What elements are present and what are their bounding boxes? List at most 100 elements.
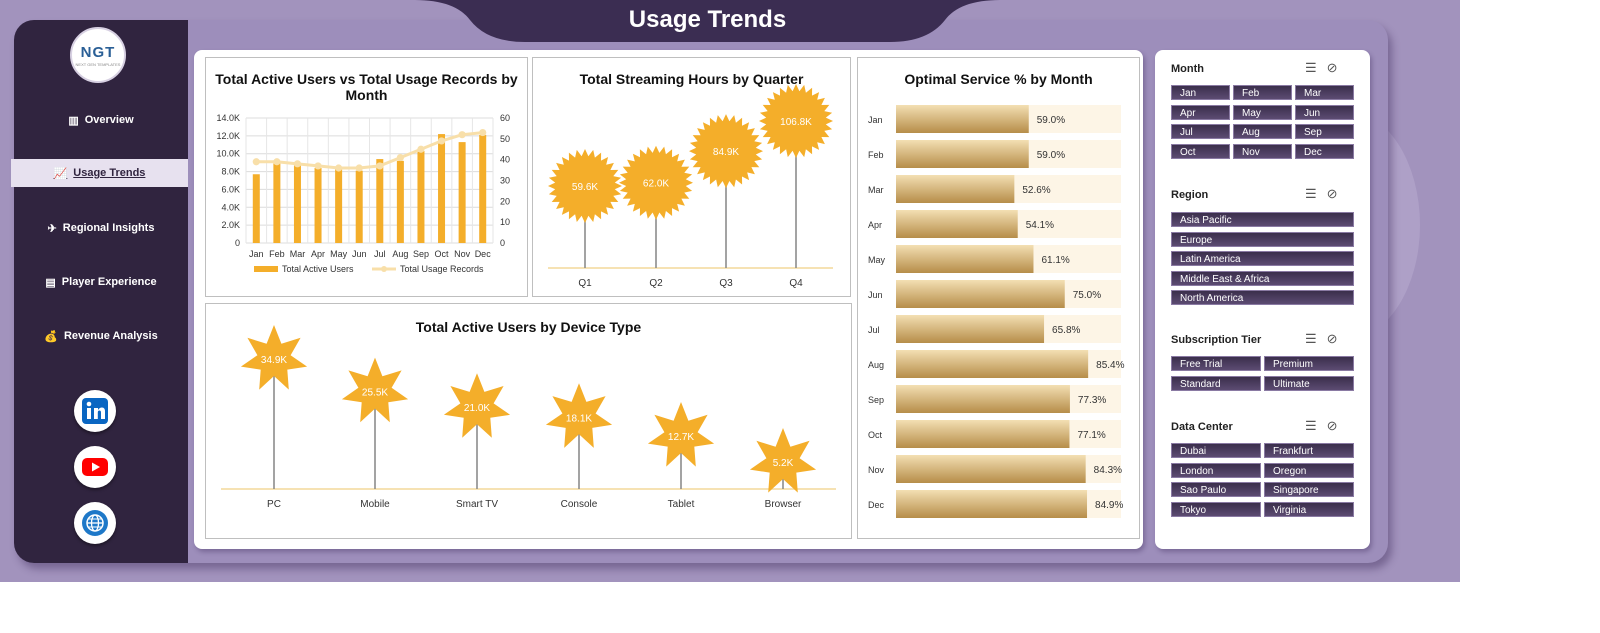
slicer-item-month[interactable]: Oct [1171,143,1230,159]
slicer-item-datacenter[interactable]: Singapore [1264,482,1354,497]
filter-heading-tier: Subscription Tier [1171,334,1262,346]
slicer-item-tier[interactable]: Ultimate [1264,375,1354,391]
website-globe-icon [82,510,108,536]
slicer-item-region[interactable]: Asia Pacific [1171,212,1354,227]
slicer-item-month[interactable]: Jul [1171,124,1230,139]
optimal-service-chart: 59.0% Jan 59.0% Feb 52.6% Mar 54.1% Apr 61.1% May… [868,105,1125,518]
logo-text: NGT [80,44,116,61]
y-tick-label: Aug [868,360,884,370]
x-tick-label: Nov [454,249,471,259]
slicer-item-month[interactable]: Apr [1171,104,1230,120]
clear-filter-icon[interactable]: ⊘ [1326,186,1348,201]
lollipop-star [647,402,715,467]
filter-actions: ☰⊘ [1305,186,1348,202]
nav-item-regional-insights[interactable]: ✈ Regional Insights [14,214,188,242]
slicer-item-datacenter[interactable]: Dubai [1171,443,1261,458]
nav-item-usage-trends[interactable]: 📈 Usage Trends [11,159,188,187]
lollipop-sunburst [548,149,622,223]
slicer-item-month[interactable]: Sep [1295,124,1354,139]
slicer-item-month[interactable]: Aug [1233,124,1292,139]
slicer-item-datacenter[interactable]: Frankfurt [1264,443,1354,458]
logo: NGT NEXT GEN TEMPLATES [70,27,126,83]
slicer-item-datacenter[interactable]: London [1171,462,1261,478]
slicer-item-month[interactable]: Nov [1233,143,1292,159]
filter-panel: Month ☰⊘ Jan Feb Mar Apr May Jun Jul Aug Sep Oct N… [1155,50,1370,549]
slicer-item-datacenter[interactable]: Virginia [1264,501,1354,517]
y-tick-label: Mar [868,185,884,195]
bar-optimal-service [896,385,1070,413]
bar-optimal-service [896,210,1018,238]
data-label: 18.1K [566,413,592,424]
slicer-item-month[interactable]: Feb [1233,85,1292,100]
nav-label: Overview [84,114,134,126]
nav-label: Regional Insights [62,222,155,234]
bar-optimal-service [896,420,1070,448]
chart-title: Optimal Service % by Month [904,71,1093,87]
lollipop-star [341,357,409,423]
bar-chart-icon: ▥ [68,114,79,127]
y-tick-label: Oct [868,430,883,440]
y-left-tick-label: 14.0K [216,113,240,123]
clear-filter-icon[interactable]: ⊘ [1326,418,1348,433]
slicer-item-month[interactable]: Dec [1295,143,1354,159]
data-label: 25.5K [362,388,388,399]
linkedin-icon [82,398,108,424]
multi-select-icon[interactable]: ☰ [1305,418,1327,433]
slicer-item-tier[interactable]: Premium [1264,356,1354,371]
y-left-tick-label: 0 [235,238,240,248]
y-tick-label: Nov [868,465,885,475]
data-label: 85.4% [1096,360,1124,371]
title-banner [415,0,1000,42]
multi-select-icon[interactable]: ☰ [1305,60,1327,75]
bar-optimal-service [896,175,1015,203]
y-right-tick-label: 60 [500,113,510,123]
bar-optimal-service [896,140,1029,168]
x-tick-label: Feb [269,249,285,259]
slicer-item-region[interactable]: Latin America [1171,251,1354,266]
slicer-item-region[interactable]: Middle East & Africa [1171,270,1354,286]
x-tick-label: Apr [311,249,325,259]
nav-item-revenue-analysis[interactable]: 💰 Revenue Analysis [14,322,188,350]
line-chart-icon: 📈 [53,167,68,180]
bar-active-users [479,134,487,243]
slicer-item-month[interactable]: Jan [1171,85,1230,100]
clear-filter-icon[interactable]: ⊘ [1326,331,1348,346]
point-usage-records [417,145,425,153]
clear-filter-icon[interactable]: ⊘ [1326,60,1348,75]
slicer-item-month[interactable]: May [1233,104,1292,120]
chart-title: Total Active Users by Device Type [415,319,642,335]
x-tick-label: Q3 [719,278,733,289]
bar-optimal-service [896,490,1088,518]
bar-optimal-service [896,105,1029,133]
slicer-item-datacenter[interactable]: Oregon [1264,462,1354,478]
lollipop-sunburst [689,114,763,189]
data-label: 75.0% [1073,290,1101,301]
data-label: 77.1% [1077,430,1105,441]
nav-item-overview[interactable]: ▥ Overview [14,106,188,134]
slicer-item-datacenter[interactable]: Sao Paulo [1171,482,1261,497]
nav-item-player-experience[interactable]: ▤ Player Experience [14,268,188,296]
filter-actions: ☰⊘ [1305,60,1348,76]
bar-optimal-service [896,245,1034,273]
x-tick-label: Q2 [649,278,663,289]
y-right-tick-label: 20 [500,196,510,206]
slicer-item-region[interactable]: North America [1171,290,1354,305]
y-tick-label: Jul [868,325,880,335]
point-usage-records [396,153,404,162]
multi-select-icon[interactable]: ☰ [1305,186,1327,201]
slicer-item-datacenter[interactable]: Tokyo [1171,501,1261,517]
y-right-tick-label: 50 [500,134,510,144]
multi-select-icon[interactable]: ☰ [1305,331,1327,346]
slicer-item-region[interactable]: Europe [1171,231,1354,247]
youtube-button[interactable] [74,446,116,488]
slicer-item-month[interactable]: Mar [1295,85,1354,100]
linkedin-button[interactable] [74,390,116,432]
slicer-item-tier[interactable]: Free Trial [1171,356,1261,371]
data-label: 21.0K [464,403,490,414]
data-label: 84.9% [1095,500,1123,511]
slicer-item-month[interactable]: Jun [1295,104,1354,120]
nav-label: Player Experience [61,276,157,288]
page-title: Usage Trends [628,6,787,33]
slicer-item-tier[interactable]: Standard [1171,375,1261,391]
website-button[interactable] [74,502,116,544]
